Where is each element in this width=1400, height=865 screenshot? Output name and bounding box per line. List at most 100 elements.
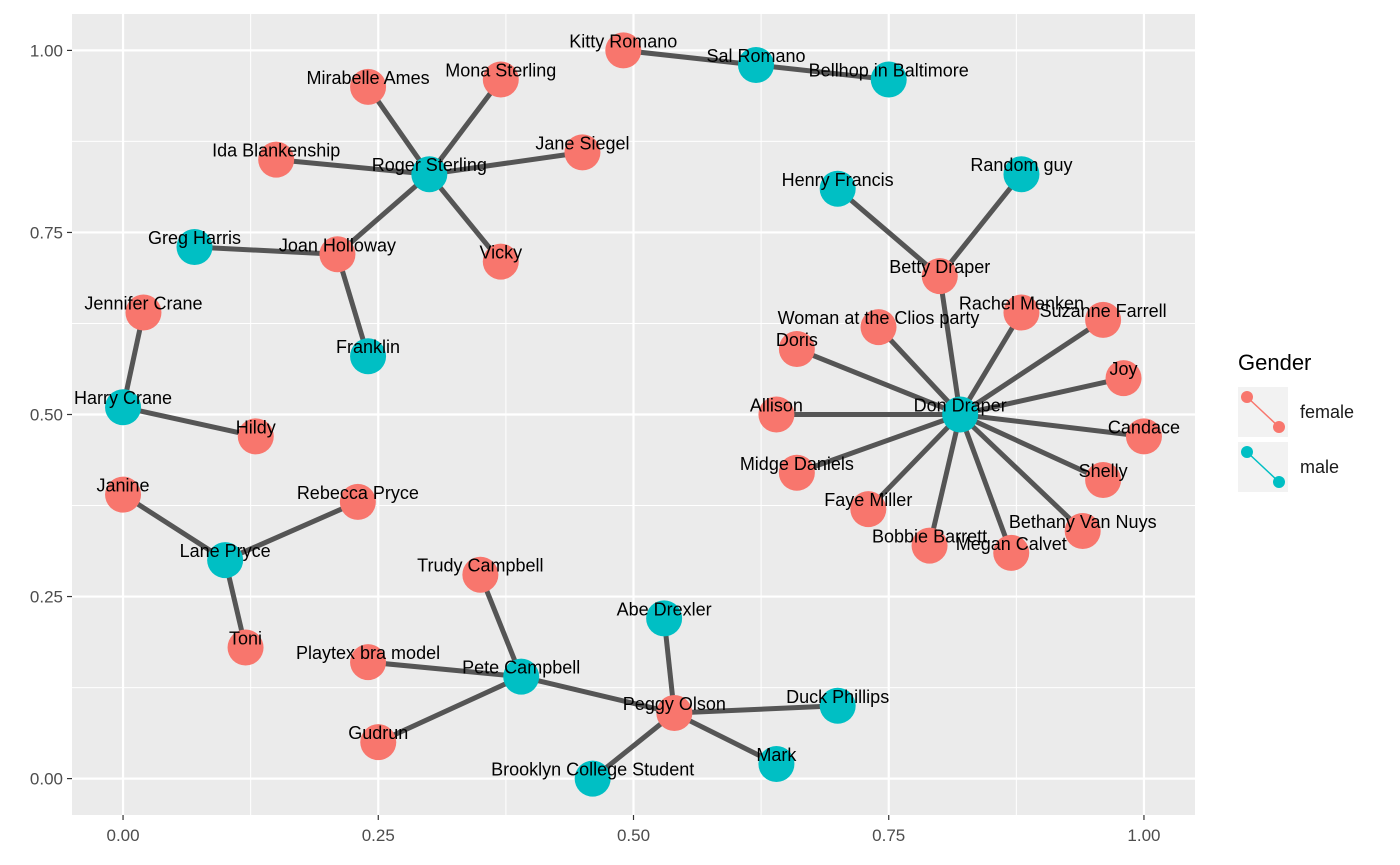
node-label: Harry Crane [74, 388, 172, 408]
node-label: Duck Phillips [786, 687, 889, 707]
edge [795, 346, 962, 417]
edge [958, 317, 1105, 417]
node-female [350, 644, 387, 681]
edge [958, 412, 1085, 533]
nodes-layer [105, 32, 1162, 797]
node-female [656, 695, 693, 732]
node-female [125, 294, 162, 331]
node-female [1105, 360, 1142, 397]
node-male [870, 61, 907, 98]
edge [478, 573, 524, 678]
legend-label: male [1300, 457, 1339, 477]
y-tick-label: 0.25 [30, 588, 63, 607]
node-label: Vicky [479, 243, 522, 263]
node-male [411, 156, 448, 193]
major-gridlines [72, 14, 1195, 815]
node-label: Kitty Romano [569, 31, 677, 51]
node-label: Joan Holloway [279, 235, 396, 255]
node-male [207, 542, 244, 579]
node-male [1003, 156, 1040, 193]
edge [623, 47, 757, 68]
edge [959, 412, 1105, 483]
node-label: Woman at the Clios party [778, 308, 980, 328]
node-label: Betty Draper [889, 257, 990, 277]
node-label: Hildy [236, 417, 276, 437]
node-label: Greg Harris [148, 228, 241, 248]
legend-key-point [1241, 446, 1253, 458]
node-label: Mona Sterling [445, 61, 556, 81]
legend-key-point [1273, 476, 1285, 488]
x-tick-label: 1.00 [1127, 826, 1160, 845]
legend-key-line [1246, 396, 1280, 428]
node-female [778, 330, 815, 367]
node-label: Bethany Van Nuys [1009, 512, 1157, 532]
y-axis: 0.00 0.25 0.50 0.75 1.00 [30, 41, 72, 789]
edge [194, 244, 338, 257]
node-female [258, 141, 295, 178]
node-label: Playtex bra model [296, 643, 440, 663]
node-label: Rachel Menken [959, 294, 1084, 314]
node-female [319, 236, 356, 273]
node-label: Sal Romano [706, 46, 805, 66]
node-female [1003, 294, 1040, 331]
edge [959, 375, 1125, 417]
node-female [105, 476, 142, 513]
node-female [758, 396, 795, 433]
node-label: Don Draper [914, 396, 1007, 416]
edge [796, 412, 962, 476]
node-label: Gudrun [348, 723, 408, 743]
node-female [605, 32, 642, 69]
x-tick-label: 0.25 [362, 826, 395, 845]
node-female [1125, 418, 1162, 455]
node-female [1085, 462, 1122, 499]
edge [428, 149, 583, 177]
node-label: Random guy [970, 155, 1072, 175]
legend: Gender female male [1238, 350, 1354, 492]
node-male [350, 338, 387, 375]
edge [121, 492, 227, 563]
node-label: Ida Blankenship [212, 141, 340, 161]
edge [958, 311, 1024, 416]
legend-title: Gender [1238, 350, 1311, 375]
edge [937, 172, 1024, 278]
node-label: Midge Daniels [740, 454, 854, 474]
node-female [227, 629, 264, 666]
node-label: Mirabelle Ames [307, 68, 430, 88]
x-axis: 0.00 0.25 0.50 0.75 1.00 [106, 815, 1161, 845]
node-male [646, 600, 683, 637]
node-female [482, 61, 519, 98]
edge [122, 404, 257, 439]
node-label: Pete Campbell [462, 658, 580, 678]
node-label: Jane Siegel [535, 133, 629, 153]
edges-layer [120, 47, 1145, 781]
node-label: Megan Calvet [956, 534, 1067, 554]
node-female [993, 534, 1030, 571]
node-female [339, 483, 376, 520]
node-label: Janine [97, 476, 150, 496]
edge [937, 275, 963, 415]
x-tick-label: 0.50 [617, 826, 650, 845]
node-label: Suzanne Farrell [1040, 301, 1167, 321]
node-female [564, 134, 601, 171]
node-label: Candace [1108, 417, 1180, 437]
node-male [819, 687, 856, 724]
edge [520, 674, 675, 716]
edge [959, 412, 1145, 439]
node-female [778, 454, 815, 491]
node-label: Peggy Olson [623, 694, 726, 714]
node-female [462, 556, 499, 593]
node-male [176, 229, 213, 266]
x-tick-label: 0.00 [106, 826, 139, 845]
legend-key-point [1273, 421, 1285, 433]
node-female [1064, 513, 1101, 550]
edge [876, 325, 963, 417]
edge [673, 710, 778, 767]
edge [224, 499, 359, 563]
node-female [482, 243, 519, 280]
node-label: Joy [1110, 359, 1138, 379]
legend-entries: female male [1238, 387, 1354, 492]
edge [836, 186, 942, 279]
edge [866, 412, 962, 511]
node-label: Bellhop in Baltimore [809, 61, 969, 81]
